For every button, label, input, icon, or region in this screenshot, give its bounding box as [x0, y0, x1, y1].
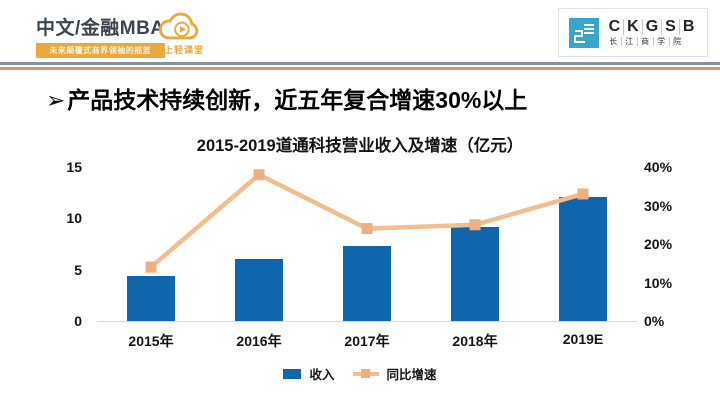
ckgsb-glyph-icon	[573, 23, 594, 43]
program-logo: 中文/金融MBA 未来颠覆式商界领袖的摇篮	[36, 18, 165, 58]
plot-area	[97, 167, 637, 322]
program-title: 中文/金融MBA	[36, 18, 165, 39]
growth-marker-2018年	[469, 219, 481, 231]
ckgsb-char: 学	[654, 36, 670, 47]
y-axis-right: 0% 10% 20% 30% 40%	[644, 160, 700, 328]
online-class-logo: 线上轻课堂	[146, 9, 212, 56]
growth-marker-2016年	[253, 169, 265, 181]
revenue-bar-2015年	[127, 275, 175, 321]
ckgsb-char: G	[643, 18, 663, 35]
y-tick-label: 10	[66, 210, 82, 227]
y-tick-label: 5	[74, 261, 82, 278]
header-divider	[0, 62, 720, 70]
y-tick-label: 10%	[644, 274, 673, 291]
legend: 收入 同比增速	[0, 364, 720, 383]
growth-marker-2015年	[145, 261, 157, 273]
revenue-bar-2018年	[451, 226, 499, 321]
ckgsb-char: B	[682, 17, 695, 35]
ckgsb-char: 长	[606, 36, 622, 47]
x-axis: 2015年 2016年 2017年 2018年 2019E	[97, 331, 637, 351]
ckgsb-char: C	[606, 18, 625, 35]
ckgsb-char: S	[662, 18, 680, 35]
revenue-bar-2017年	[343, 246, 391, 321]
legend-revenue-label: 收入	[309, 368, 335, 382]
growth-marker-2019E	[577, 188, 589, 200]
cloud-play-icon	[158, 12, 199, 40]
x-tick-label: 2016年	[236, 333, 282, 349]
ckgsb-char: 商	[638, 36, 654, 47]
ckgsb-name: 长江商学院	[606, 36, 698, 47]
revenue-bar-2019E	[559, 196, 607, 321]
y-tick-label: 30%	[644, 197, 673, 214]
chart-title: 2015-2019道通科技营业收入及增速（亿元）	[196, 137, 524, 155]
growth-line	[149, 172, 584, 269]
headline: ➢产品技术持续创新，近五年复合增速30%以上	[46, 81, 700, 115]
ckgsb-logo-mark	[568, 17, 599, 48]
y-axis-left: 0 5 10 15	[40, 160, 90, 328]
x-tick-label: 2018年	[452, 333, 498, 349]
x-tick-label: 2017年	[344, 333, 390, 349]
x-tick-label: 2019E	[562, 331, 604, 347]
y-tick-label: 20%	[644, 236, 673, 252]
y-tick-label: 0	[74, 313, 82, 329]
ckgsb-char: K	[624, 18, 643, 35]
ckgsb-char: 院	[673, 36, 682, 46]
y-tick-label: 15	[66, 159, 82, 175]
legend-growth-swatch	[352, 368, 379, 379]
program-tagline-badge: 未来颠覆式商界领袖的摇篮	[36, 42, 165, 58]
growth-marker-2017年	[361, 223, 373, 235]
ckgsb-char: 江	[622, 36, 638, 47]
headline-text: 产品技术持续创新，近五年复合增速30%以上	[67, 87, 528, 113]
online-class-caption: 线上轻课堂	[153, 45, 204, 55]
growth-line-layer	[145, 169, 589, 273]
x-tick-label: 2015年	[128, 333, 174, 349]
y-tick-label: 0%	[644, 313, 665, 329]
y-tick-label: 40%	[644, 159, 673, 175]
legend-revenue-swatch	[283, 368, 302, 379]
headline-bullet-icon: ➢	[46, 87, 66, 113]
legend-growth-label: 同比增速	[386, 368, 437, 382]
revenue-bar-2016年	[235, 259, 283, 321]
